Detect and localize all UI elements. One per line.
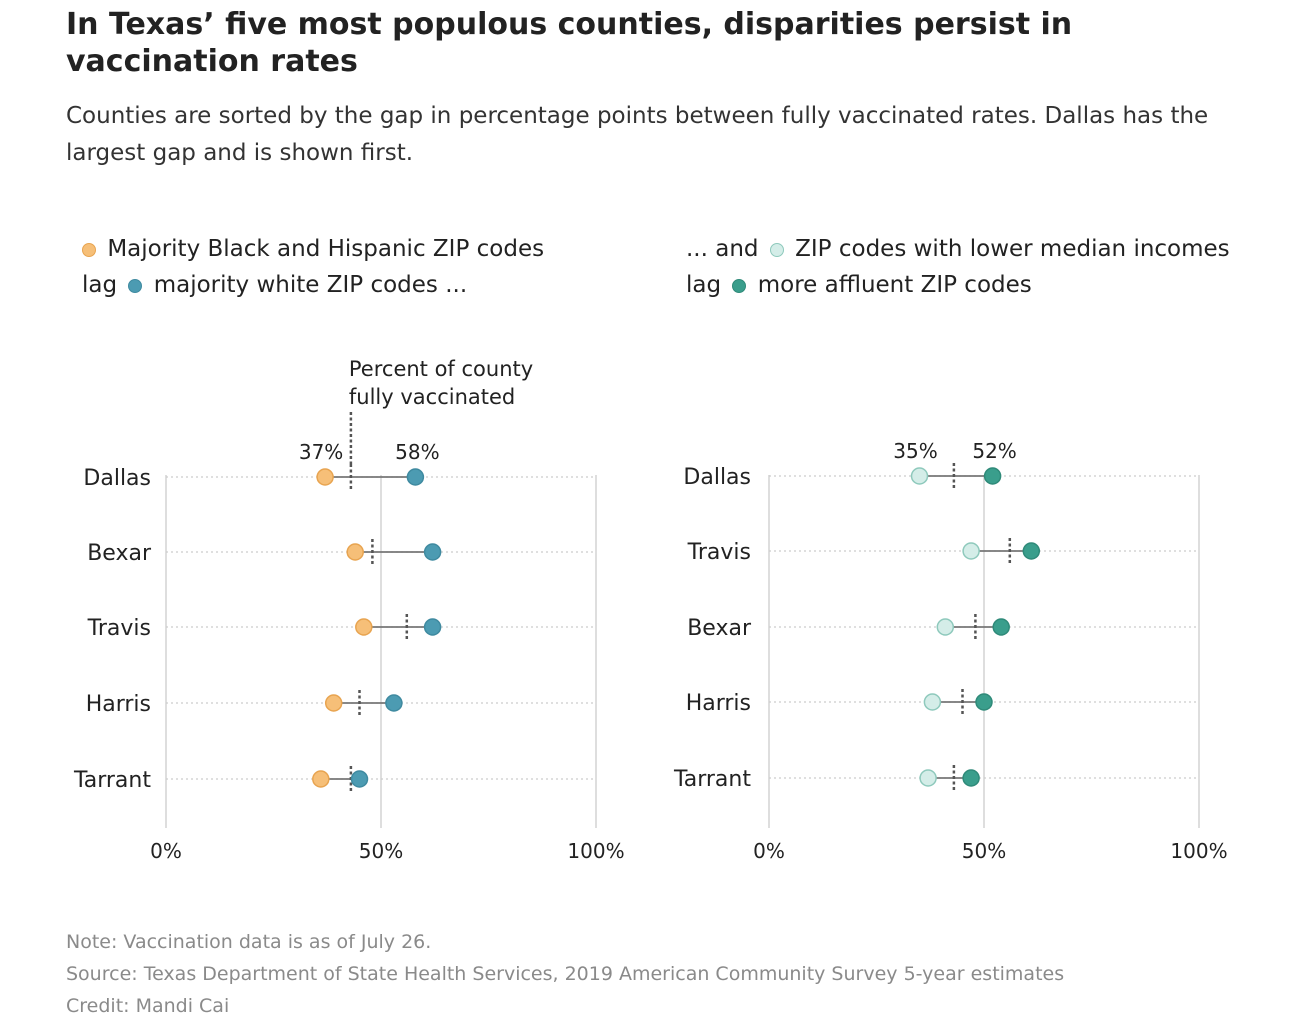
x-tick-label: 0% (753, 839, 785, 863)
high-value-dot (983, 467, 1002, 485)
minority-dot-icon (82, 243, 96, 257)
county-label: Tarrant (673, 767, 751, 792)
low-value-dot (312, 770, 330, 788)
race-dumbbell-chart: 0% 50% 100% Dallas 37% 58% Bexar Travis Harris Ta… (73, 357, 625, 863)
county-label: Dallas (83, 466, 151, 491)
low-value-dot (910, 467, 929, 485)
county-label: Tarrant (73, 768, 151, 793)
legend-right-line1: ... and ZIP codes with lower median inco… (686, 234, 1230, 264)
county-label: Harris (686, 691, 751, 716)
chart-notes: Note: Vaccination data is as of July 26.… (66, 926, 1246, 1022)
legend-right-prefix1: ... and (686, 236, 759, 262)
low-income-dot-icon (769, 243, 784, 257)
low-value-dot (962, 542, 980, 560)
chart-title: In Texas’ five most populous counties, d… (66, 7, 1073, 79)
legend-minority-label: Majority Black and Hispanic ZIP codes (107, 236, 545, 262)
legend-right-prefix2: lag (686, 272, 722, 298)
high-value-dot (423, 618, 442, 636)
legend-low-income-label: ZIP codes with lower median incomes (795, 236, 1230, 262)
county-label: Bexar (687, 616, 752, 641)
legend-left-line1: Majority Black and Hispanic ZIP codes (82, 234, 544, 264)
high-value-label: 58% (395, 440, 439, 464)
chart-subtitle: Counties are sorted by the gap in percen… (66, 103, 1209, 166)
high-value-dot (1022, 542, 1041, 560)
source-text: Source: Texas Department of State Health… (66, 963, 1065, 985)
annotation-text: fully vaccinated (349, 385, 515, 409)
x-tick-label: 100% (1170, 839, 1227, 863)
high-value-dot (385, 694, 403, 712)
x-tick-label: 0% (150, 839, 182, 863)
county-label: Dallas (683, 465, 751, 490)
x-tick-label: 50% (359, 839, 403, 863)
county-label: Bexar (87, 541, 152, 566)
x-tick-label: 50% (962, 839, 1006, 863)
credit-text: Credit: Mandi Cai (66, 995, 230, 1017)
low-value-dot (324, 694, 343, 712)
high-value-dot (423, 543, 442, 561)
income-dumbbell-chart: 0% 50% 100% Dallas 35% 52% Travis Bexar Harris Ta… (673, 439, 1228, 863)
low-value-dot (919, 769, 937, 787)
high-value-dot (975, 693, 993, 711)
low-value-dot (936, 618, 955, 636)
low-value-dot (316, 468, 334, 486)
annotation-text: Percent of county (349, 357, 533, 381)
low-value-label: 37% (299, 440, 343, 464)
high-value-dot (962, 769, 980, 787)
note-text: Note: Vaccination data is as of July 26. (66, 931, 432, 953)
legend-left-prefix: lag (82, 272, 118, 298)
low-value-dot (923, 693, 942, 711)
low-value-label: 35% (893, 439, 937, 463)
low-value-dot (355, 618, 373, 636)
high-value-label: 52% (972, 439, 1016, 463)
high-value-dot (350, 770, 369, 788)
county-label: Travis (687, 540, 751, 565)
legend-affluent-label: more affluent ZIP codes (757, 272, 1032, 298)
legend-left-line2: lag majority white ZIP codes ... (82, 270, 467, 300)
x-tick-label: 100% (567, 839, 624, 863)
white-dot-icon (128, 279, 143, 293)
low-value-dot (346, 543, 364, 561)
high-value-dot (406, 468, 425, 486)
legend-right-line2: lag more affluent ZIP codes (686, 270, 1032, 300)
high-value-dot (992, 618, 1010, 636)
county-label: Travis (87, 616, 151, 641)
affluent-dot-icon (732, 279, 747, 293)
county-label: Harris (86, 692, 151, 717)
legend-white-label: majority white ZIP codes ... (153, 272, 468, 298)
